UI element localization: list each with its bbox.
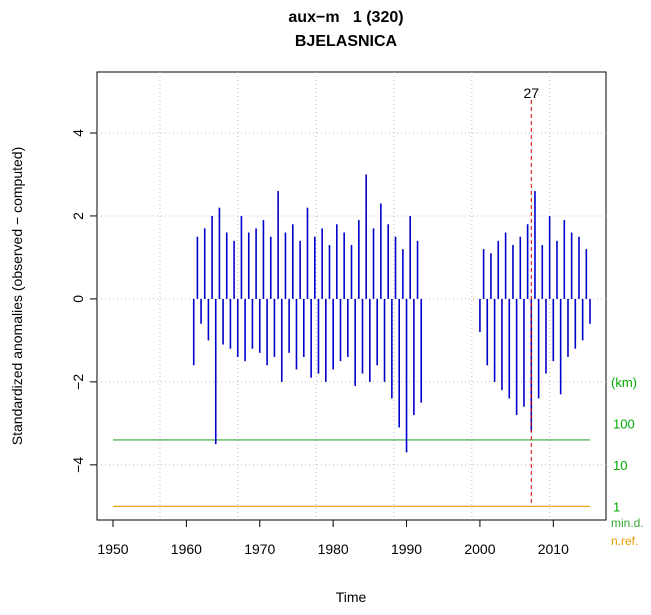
- x-tick-label: 2010: [538, 541, 569, 557]
- y-tick-label: 4: [70, 129, 86, 137]
- chart-title: aux−m 1 (320): [288, 9, 403, 26]
- y-tick-label: 0: [70, 295, 86, 303]
- x-tick-label: 1960: [171, 541, 202, 557]
- x-tick-label: 1950: [97, 541, 128, 557]
- y-tick-label: −4: [70, 457, 86, 473]
- chart-subtitle: BJELASNICA: [295, 33, 398, 50]
- x-tick-label: 1970: [244, 541, 275, 557]
- distance-tick-label: 1: [613, 499, 620, 514]
- reference-legend: min.d.: [611, 516, 644, 530]
- y-tick-label: 2: [70, 212, 86, 220]
- y-axis-title: Standardized anomalies (observed − compu…: [9, 147, 25, 445]
- y-tick-label: −2: [70, 374, 86, 390]
- marker-label: 27: [524, 85, 540, 101]
- plot-frame: [96, 71, 607, 521]
- distance-title: (km): [611, 375, 637, 390]
- distance-tick-label: 100: [613, 416, 635, 431]
- x-axis-title: Time: [336, 589, 367, 605]
- x-tick-label: 1980: [318, 541, 349, 557]
- distance-tick-label: 10: [613, 458, 627, 473]
- x-tick-label: 2000: [464, 541, 495, 557]
- x-tick-label: 1990: [391, 541, 422, 557]
- reference-legend: n.ref.: [611, 534, 638, 548]
